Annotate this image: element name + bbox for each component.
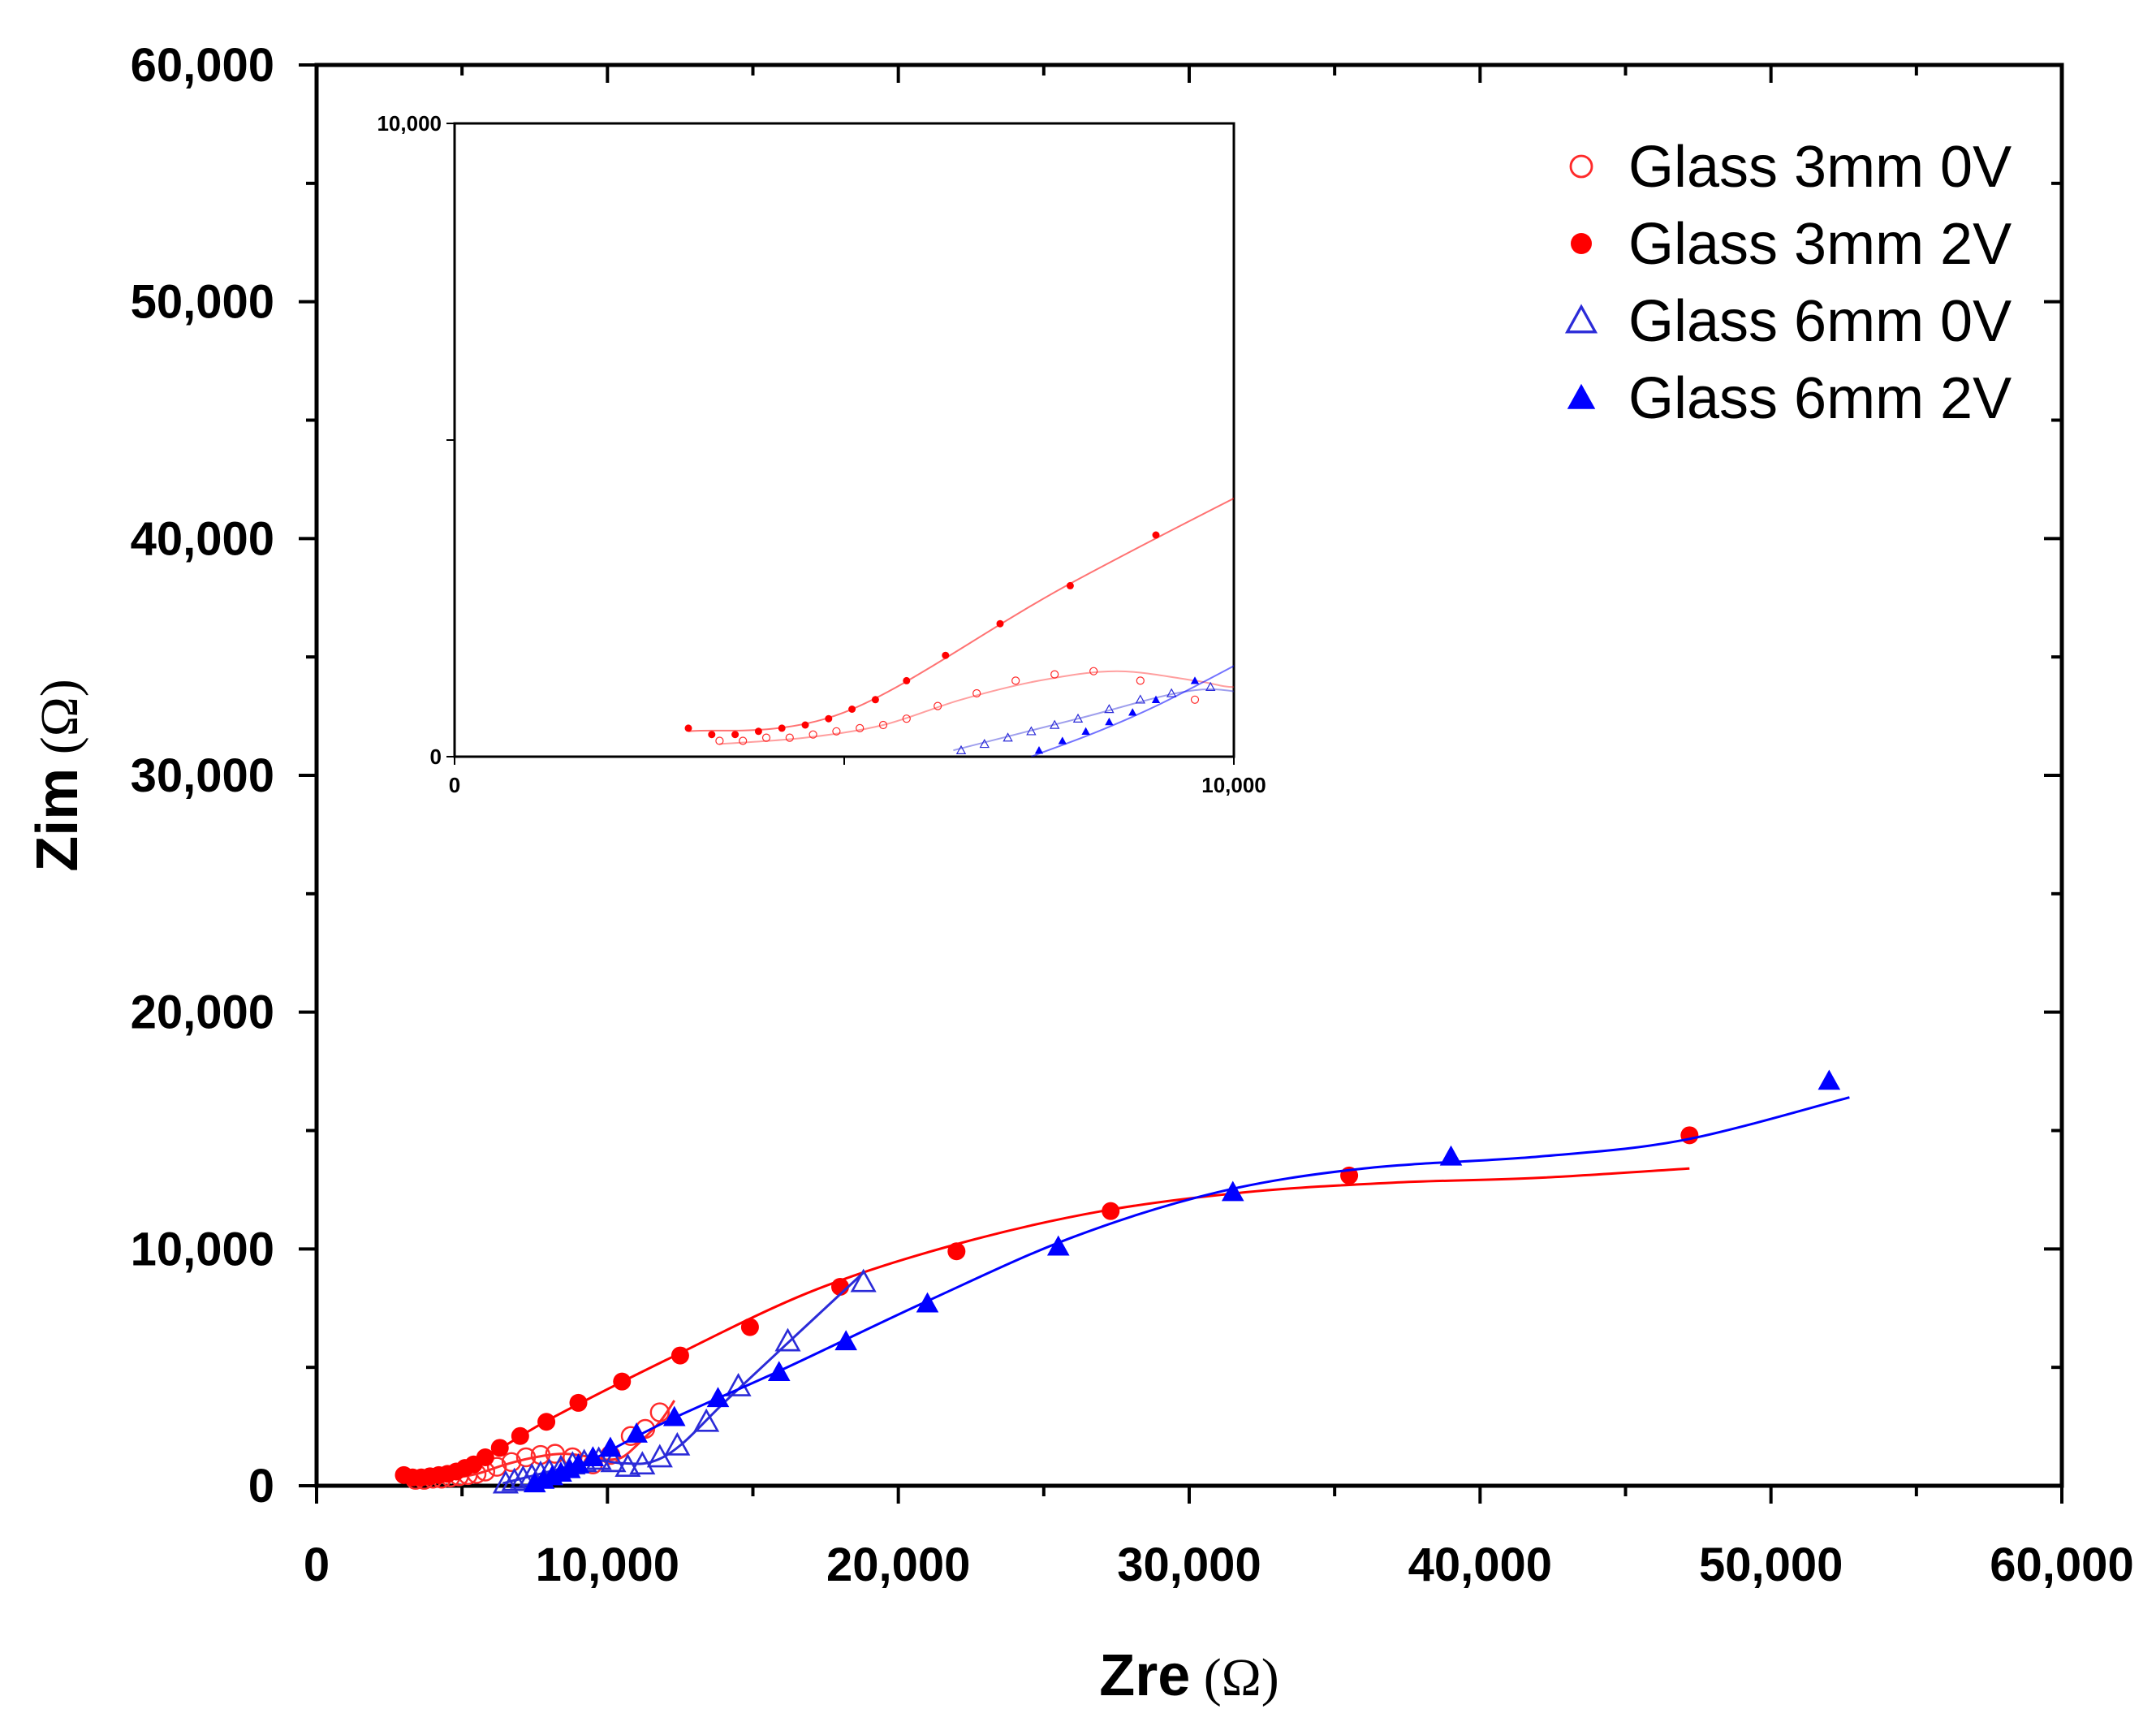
y-tick-label: 50,000 (131, 276, 274, 329)
data-point (570, 1394, 588, 1412)
x-tick-label: 20,000 (826, 1539, 970, 1591)
x-tick-label: 30,000 (1117, 1539, 1261, 1591)
legend-label: Glass 6mm 0V (1628, 289, 2012, 354)
x-axis-unit: (Ω) (1204, 1648, 1279, 1707)
data-point (1440, 1146, 1463, 1166)
inset-data-point (708, 731, 715, 738)
legend-item: Glass 3mm 2V (1571, 212, 2012, 277)
legend-marker (1567, 384, 1596, 409)
data-point (947, 1242, 965, 1260)
inset-data-point (1067, 582, 1074, 589)
series-glass-3mm-2v (395, 1126, 1699, 1486)
x-tick-label: 40,000 (1408, 1539, 1552, 1591)
inset-x-tick-label: 0 (449, 773, 460, 797)
data-point (768, 1361, 791, 1381)
legend: Glass 3mm 0V Glass 3mm 2V Glass 6mm 0V Glas… (1567, 135, 2012, 431)
inset-y-tick-label: 0 (430, 744, 442, 769)
y-tick-label: 20,000 (131, 986, 274, 1039)
data-point (1680, 1126, 1698, 1144)
fit-line (502, 1273, 863, 1484)
data-point (649, 1446, 671, 1466)
inset-data-point (997, 620, 1004, 628)
data-point (537, 1413, 555, 1431)
inset-data-point (755, 727, 762, 735)
inset-data-point (778, 724, 786, 732)
data-point (741, 1318, 759, 1336)
data-point (1818, 1069, 1841, 1090)
series-glass-6mm-2v (524, 1069, 1849, 1492)
data-point (707, 1387, 730, 1407)
inset-x-tick-label: 10,000 (1201, 773, 1266, 797)
y-tick-label: 10,000 (131, 1223, 274, 1275)
y-axis-title: Zim (Ω) (25, 679, 90, 871)
legend-marker (1571, 233, 1592, 254)
inset-data-point (942, 652, 949, 659)
data-point (671, 1347, 689, 1365)
data-point (491, 1439, 509, 1457)
legend-item: Glass 6mm 0V (1567, 289, 2012, 354)
x-tick-label: 10,000 (536, 1539, 679, 1591)
data-point (511, 1427, 529, 1445)
inset-data-point (731, 731, 739, 738)
legend-item: Glass 6mm 2V (1567, 366, 2012, 431)
inset-data-point (872, 696, 879, 703)
fit-line (532, 1098, 1849, 1486)
legend-label: Glass 3mm 2V (1628, 212, 2012, 277)
series-glass-6mm-0v (494, 1271, 874, 1492)
data-point (1102, 1202, 1119, 1220)
legend-marker (1571, 156, 1592, 177)
y-tick-label: 0 (248, 1460, 274, 1513)
legend-marker (1567, 307, 1596, 332)
data-point (663, 1406, 686, 1426)
y-tick-label: 30,000 (131, 749, 274, 802)
y-axis-unit: (Ω) (30, 679, 89, 754)
data-point (916, 1293, 939, 1313)
x-axis-label: Zre (1099, 1643, 1190, 1708)
data-point (777, 1330, 800, 1350)
x-tick-label: 0 (304, 1539, 330, 1591)
inset-data-point (1153, 532, 1160, 539)
x-tick-label: 50,000 (1699, 1539, 1843, 1591)
main-series-layer (395, 1069, 1850, 1492)
inset-data-point (802, 722, 809, 729)
x-tick-label: 60,000 (1990, 1539, 2133, 1591)
inset-y-tick-label: 10,000 (377, 111, 442, 136)
data-point (834, 1330, 857, 1350)
y-tick-label: 40,000 (131, 512, 274, 565)
y-axis-label: Zim (25, 768, 90, 872)
y-tick-label: 60,000 (131, 39, 274, 92)
legend-label: Glass 3mm 0V (1628, 135, 2012, 200)
data-point (613, 1373, 631, 1391)
inset-data-point (903, 677, 910, 684)
x-axis-title: Zre (Ω) (1099, 1643, 1279, 1708)
legend-item: Glass 3mm 0V (1571, 135, 2012, 200)
inset-plot-frame (455, 123, 1234, 757)
data-point (666, 1435, 689, 1455)
inset-data-point (685, 724, 692, 732)
fit-line (404, 1168, 1690, 1476)
inset-data-point (848, 706, 856, 713)
inset-data-point (825, 715, 832, 723)
legend-label: Glass 6mm 2V (1628, 366, 2012, 431)
